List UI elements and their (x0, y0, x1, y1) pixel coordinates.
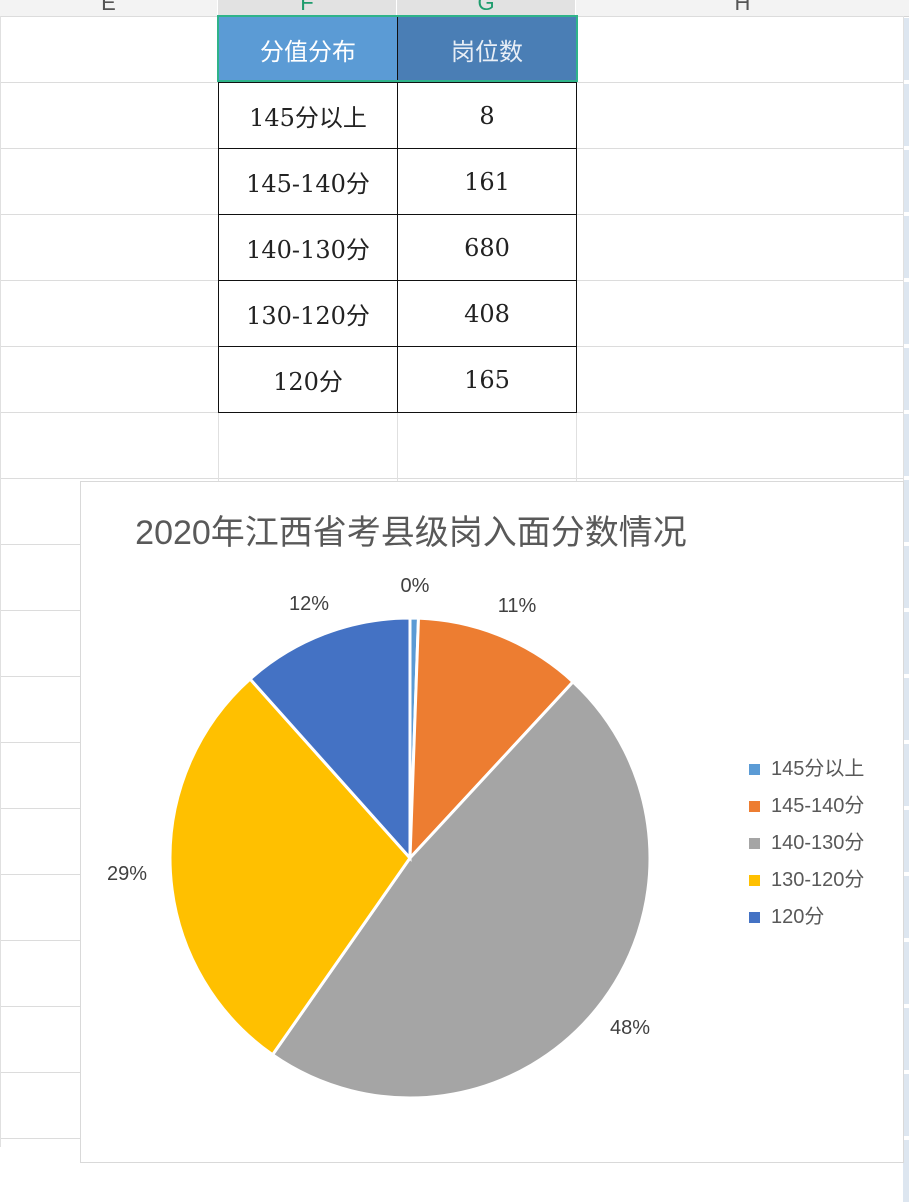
range-cell[interactable]: 130-120分 (218, 280, 398, 347)
sheet-edge (903, 150, 909, 212)
table-header-row: 分值分布 岗位数 (218, 16, 577, 83)
sheet-edge (903, 480, 909, 542)
range-cell[interactable]: 140-130分 (218, 214, 398, 281)
data-label: 48% (610, 1017, 650, 1039)
column-header-e[interactable]: E (0, 0, 217, 17)
chart-title: 2020年江西省考县级岗入面分数情况 (135, 514, 687, 552)
legend-entry[interactable]: 145-140分 (771, 794, 864, 817)
count-cell[interactable]: 165 (397, 346, 577, 413)
sheet-edge (903, 744, 909, 806)
legend-swatch (749, 764, 760, 775)
pie-slice[interactable] (248, 616, 412, 862)
pie-slice[interactable] (270, 679, 652, 1100)
sheet-edge (903, 810, 909, 872)
selection-box (217, 15, 578, 82)
data-label: 12% (289, 593, 329, 615)
row-line (0, 412, 903, 413)
range-cell[interactable]: 145分以上 (218, 82, 398, 149)
sheet-edge (903, 876, 909, 938)
legend-entry[interactable]: 140-130分 (771, 831, 864, 854)
table-row: 140-130分 680 (218, 214, 577, 281)
range-cell[interactable]: 120分 (218, 346, 398, 413)
table-row: 145分以上 8 (218, 82, 577, 149)
column-header-h[interactable]: H (576, 0, 909, 17)
sheet-edge (903, 1074, 909, 1136)
sheet-edge (903, 942, 909, 1004)
sheet-edge (903, 1008, 909, 1070)
pie-slice[interactable] (408, 616, 576, 862)
score-table: 分值分布 岗位数 145分以上 8 145-140分 161 140-130分 680 13… (218, 16, 577, 413)
sheet-edge (903, 216, 909, 278)
sheet-edge (903, 18, 909, 80)
sheet-edge (903, 546, 909, 608)
header-cell[interactable]: 分值分布 (218, 16, 398, 83)
legend-entry[interactable]: 120分 (771, 905, 824, 928)
column-line (0, 16, 1, 1147)
legend-swatch (749, 912, 760, 923)
count-cell[interactable]: 161 (397, 148, 577, 215)
data-label: 0% (401, 575, 430, 597)
row-line (0, 478, 903, 479)
pie-slice[interactable] (168, 676, 412, 1057)
data-label: 11% (498, 595, 537, 617)
sheet-edge (903, 282, 909, 344)
range-cell[interactable]: 145-140分 (218, 148, 398, 215)
pie-chart[interactable]: 2020年江西省考县级岗入面分数情况 0% 11% 48% 29% 12% 145分以上 1… (80, 481, 904, 1163)
data-label: 29% (107, 863, 147, 885)
sheet-edge (903, 84, 909, 146)
legend-entry[interactable]: 145分以上 (771, 757, 864, 780)
table-row: 145-140分 161 (218, 148, 577, 215)
count-cell[interactable]: 680 (397, 214, 577, 281)
legend-entry[interactable]: 130-120分 (771, 868, 864, 891)
legend-swatch (749, 801, 760, 812)
sheet-edge (903, 348, 909, 410)
table-row: 120分 165 (218, 346, 577, 413)
count-cell[interactable]: 8 (397, 82, 577, 149)
sheet-edge (903, 678, 909, 740)
sheet-edge (903, 414, 909, 476)
count-cell[interactable]: 408 (397, 280, 577, 347)
legend-swatch (749, 875, 760, 886)
sheet-edge (903, 612, 909, 674)
table-row: 130-120分 408 (218, 280, 577, 347)
header-cell[interactable]: 岗位数 (397, 16, 577, 83)
legend-swatch (749, 838, 760, 849)
